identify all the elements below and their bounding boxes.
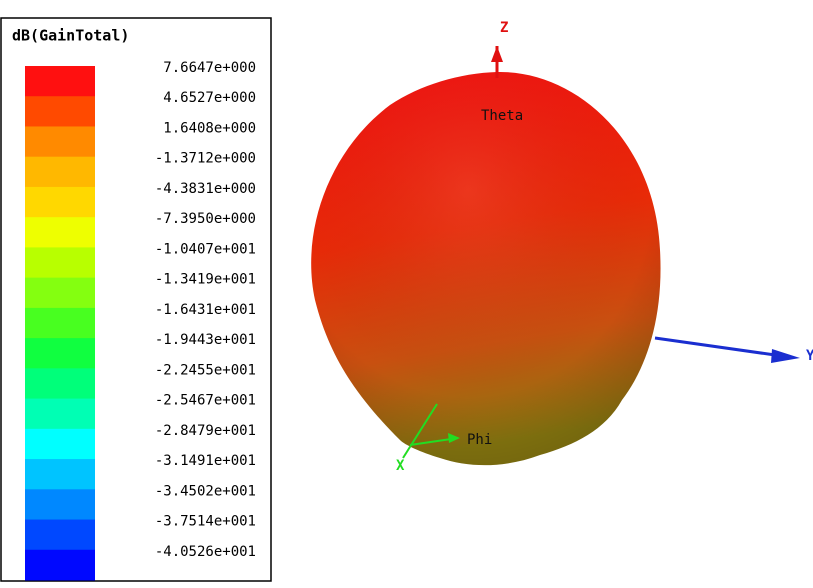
legend-swatch (25, 307, 95, 339)
legend-swatch (25, 398, 95, 430)
legend-swatch (25, 66, 95, 97)
legend-label: 1.6408e+000 (163, 120, 256, 136)
legend-label: -1.9443e+001 (155, 332, 256, 348)
legend-swatch (25, 186, 95, 218)
legend-label: -3.1491e+001 (155, 453, 256, 469)
theta-label: Theta (481, 108, 523, 124)
legend-label: -3.7514e+001 (155, 514, 256, 530)
legend-swatch (25, 368, 95, 400)
phi-arrow (448, 433, 460, 443)
legend-swatch (25, 247, 95, 279)
legend-label: -2.5467e+001 (155, 393, 256, 409)
legend-label: -4.0526e+001 (155, 544, 256, 560)
legend-swatch (25, 519, 95, 551)
legend-label: -4.3831e+000 (155, 181, 256, 197)
legend-label: -2.8479e+001 (155, 423, 256, 439)
x-axis-label: X (396, 458, 405, 474)
legend-swatch (25, 428, 95, 460)
y-axis-label: Y (806, 348, 813, 364)
legend-swatch (25, 459, 95, 490)
legend-label: 4.6527e+000 (163, 90, 256, 106)
legend-swatch (25, 156, 95, 188)
legend-swatch (25, 489, 95, 521)
y-arrow (771, 349, 800, 363)
phi-label: Phi (467, 432, 492, 448)
legend-label: -1.0407e+001 (155, 241, 256, 257)
legend-label: -3.4502e+001 (155, 483, 256, 499)
legend-rows: 7.6647e+000 4.6527e+000 1.6408e+000 -1.3712… (25, 60, 256, 581)
legend-label: 7.6647e+000 (163, 60, 256, 76)
legend-swatch (25, 217, 95, 248)
legend-label: -1.3419e+001 (155, 272, 256, 288)
legend-label: -1.3712e+000 (155, 151, 256, 167)
legend-swatch (25, 549, 95, 581)
legend-swatch (25, 277, 95, 309)
legend-title: dB(GainTotal) (12, 27, 129, 45)
legend-label: -7.3950e+000 (155, 211, 256, 227)
z-arrow (491, 46, 503, 62)
radiation-pattern (311, 71, 661, 466)
legend-swatch (25, 338, 95, 369)
z-axis-label: Z (500, 20, 508, 36)
y-axis (654, 336, 783, 358)
legend-swatch (25, 96, 95, 127)
legend-label: -2.2455e+001 (155, 362, 256, 378)
legend-label: -1.6431e+001 (155, 302, 256, 318)
surface-shading (311, 71, 661, 466)
legend-swatch (25, 126, 95, 158)
x-axis (402, 403, 438, 459)
